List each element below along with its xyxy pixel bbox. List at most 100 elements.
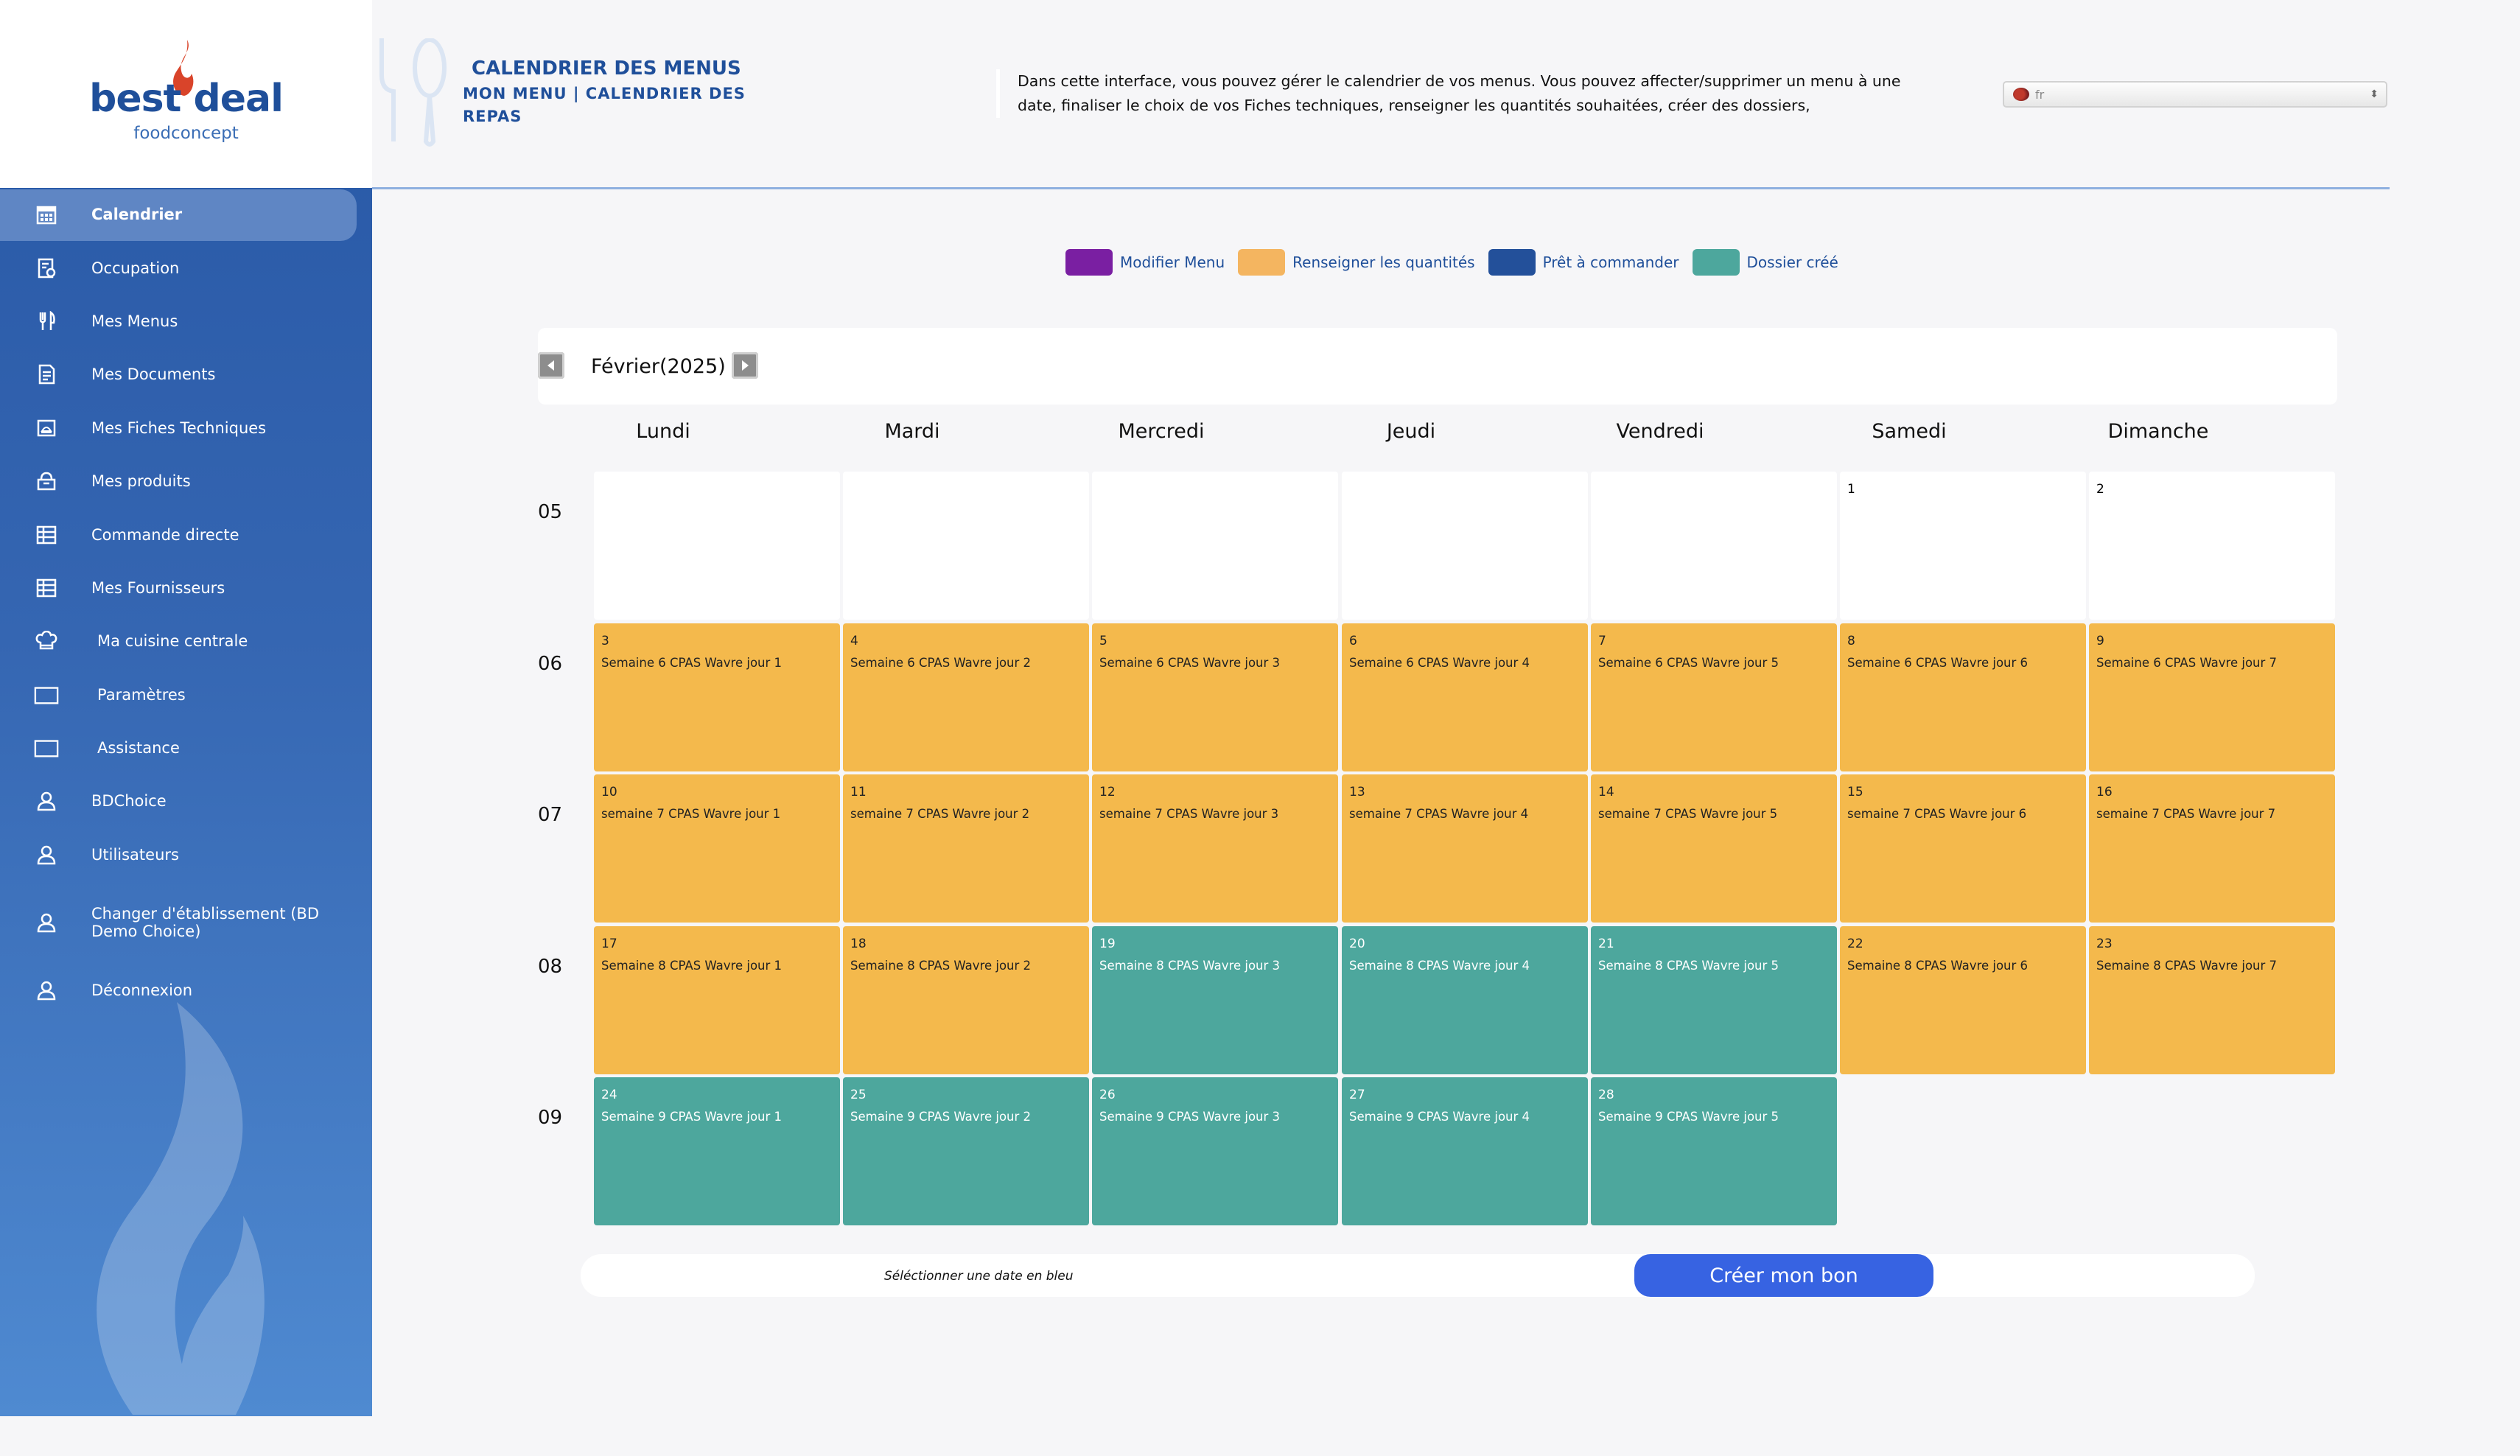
- sidebar-item-mes-fournisseurs[interactable]: Mes Fournisseurs: [0, 561, 372, 615]
- day-menu-label: Semaine 8 CPAS Wavre jour 3: [1099, 958, 1281, 973]
- day-menu-label: Semaine 8 CPAS Wavre jour 6: [1847, 958, 2029, 973]
- calendar-day-cell[interactable]: 4 Semaine 6 CPAS Wavre jour 2: [843, 623, 1089, 771]
- calendar-day-cell[interactable]: [1092, 472, 1338, 620]
- weekday-label: Dimanche: [2107, 420, 2209, 443]
- calendar-day-cell[interactable]: 2: [2089, 472, 2335, 620]
- day-number: 9: [2096, 633, 2104, 648]
- sidebar-item-parametres[interactable]: Paramètres: [0, 668, 372, 721]
- sidebar-item-utilisateurs[interactable]: Utilisateurs: [0, 828, 372, 881]
- calendar-day-cell[interactable]: 10 semaine 7 CPAS Wavre jour 1: [594, 774, 840, 923]
- day-menu-label: semaine 7 CPAS Wavre jour 6: [1847, 807, 2027, 821]
- calendar-day-cell[interactable]: 12 semaine 7 CPAS Wavre jour 3: [1092, 774, 1338, 923]
- calendar-day-cell[interactable]: 5 Semaine 6 CPAS Wavre jour 3: [1092, 623, 1338, 771]
- calendar-day-cell[interactable]: 18 Semaine 8 CPAS Wavre jour 2: [843, 925, 1089, 1074]
- calendar-day-cell[interactable]: 6 Semaine 6 CPAS Wavre jour 4: [1342, 623, 1588, 771]
- day-number: 3: [601, 633, 609, 648]
- cutlery-icon: [34, 309, 59, 334]
- language-select[interactable]: fr ⬍: [2003, 81, 2387, 108]
- page-description: Dans cette interface, vous pouvez gérer …: [996, 69, 1917, 118]
- table-icon: [34, 575, 59, 601]
- calendar-day-cell[interactable]: 23 Semaine 8 CPAS Wavre jour 7: [2089, 925, 2335, 1074]
- recipe-card-icon: [34, 416, 59, 441]
- calendar-day-cell[interactable]: 25 Semaine 9 CPAS Wavre jour 2: [843, 1077, 1089, 1225]
- day-menu-label: Semaine 9 CPAS Wavre jour 1: [601, 1110, 783, 1124]
- calendar-day-cell[interactable]: [1342, 472, 1588, 620]
- window-icon: [34, 682, 59, 707]
- status-legend: Modifier Menu Renseigner les quantités P…: [1065, 249, 1852, 276]
- day-menu-label: semaine 7 CPAS Wavre jour 2: [850, 807, 1030, 821]
- flame-icon: [173, 40, 194, 96]
- week-number: 08: [538, 955, 563, 978]
- calendar-day-cell[interactable]: 14 semaine 7 CPAS Wavre jour 5: [1591, 774, 1837, 923]
- sidebar-item-mes-produits[interactable]: Mes produits: [0, 455, 372, 508]
- day-number: 21: [1598, 936, 1614, 951]
- day-menu-label: Semaine 8 CPAS Wavre jour 1: [601, 958, 783, 973]
- day-menu-label: Semaine 8 CPAS Wavre jour 2: [850, 958, 1032, 973]
- language-value: fr: [2035, 87, 2045, 102]
- day-menu-label: Semaine 8 CPAS Wavre jour 7: [2096, 958, 2278, 973]
- day-number: 18: [850, 936, 867, 951]
- sidebar-item-bdchoice[interactable]: BDChoice: [0, 774, 372, 827]
- day-number: 25: [850, 1088, 867, 1102]
- calendar-day-cell[interactable]: [843, 472, 1089, 620]
- sidebar-menu: Calendrier Occupation Mes Menus Mes Docu…: [0, 188, 372, 1017]
- day-number: 5: [1099, 633, 1107, 648]
- sidebar-item-label: Mes Menus: [91, 312, 178, 330]
- calendar-day-cell[interactable]: 16 semaine 7 CPAS Wavre jour 7: [2089, 774, 2335, 923]
- day-number: 11: [850, 785, 867, 799]
- day-number: 22: [1847, 936, 1863, 951]
- calendar-day-cell[interactable]: 17 Semaine 8 CPAS Wavre jour 1: [594, 925, 840, 1074]
- month-label: Février(2025): [591, 355, 726, 378]
- sidebar-item-assistance[interactable]: Assistance: [0, 721, 372, 774]
- day-number: 15: [1847, 785, 1863, 799]
- calendar-day-cell[interactable]: [594, 472, 840, 620]
- calendar-day-cell[interactable]: 15 semaine 7 CPAS Wavre jour 6: [1840, 774, 2086, 923]
- calendar-day-cell[interactable]: 8 Semaine 6 CPAS Wavre jour 6: [1840, 623, 2086, 771]
- calendar-day-cell[interactable]: [1591, 472, 1837, 620]
- day-number: 2: [2096, 482, 2104, 497]
- sidebar-item-commande-directe[interactable]: Commande directe: [0, 508, 372, 561]
- day-menu-label: Semaine 8 CPAS Wavre jour 4: [1349, 958, 1530, 973]
- sidebar-item-label: Déconnexion: [91, 981, 193, 1000]
- legend-label: Prêt à commander: [1542, 253, 1679, 271]
- sidebar-item-mes-fiches-techniques[interactable]: Mes Fiches Techniques: [0, 402, 372, 455]
- sidebar-item-deconnexion[interactable]: Déconnexion: [0, 964, 372, 1017]
- flag-icon: [2013, 88, 2029, 101]
- calendar-icon: [34, 202, 59, 227]
- sidebar-item-calendrier[interactable]: Calendrier: [0, 188, 372, 242]
- day-number: 12: [1099, 785, 1116, 799]
- calendar-day-cell[interactable]: 7 Semaine 6 CPAS Wavre jour 5: [1591, 623, 1837, 771]
- sidebar-item-label: Mes produits: [91, 472, 191, 491]
- sidebar-item-mes-documents[interactable]: Mes Documents: [0, 348, 372, 401]
- sidebar-item-mes-menus[interactable]: Mes Menus: [0, 295, 372, 348]
- calendar-day-cell[interactable]: 3 Semaine 6 CPAS Wavre jour 1: [594, 623, 840, 771]
- day-number: 24: [601, 1088, 617, 1102]
- calendar-day-cell[interactable]: 1: [1840, 472, 2086, 620]
- day-number: 17: [601, 936, 617, 951]
- prev-month-button[interactable]: [538, 352, 564, 379]
- calendar-day-cell[interactable]: 11 semaine 7 CPAS Wavre jour 2: [843, 774, 1089, 923]
- legend-swatch: [1488, 249, 1536, 276]
- calendar-day-cell[interactable]: 20 Semaine 8 CPAS Wavre jour 4: [1342, 925, 1588, 1074]
- calendar-day-cell[interactable]: 22 Semaine 8 CPAS Wavre jour 6: [1840, 925, 2086, 1074]
- sidebar-item-occupation[interactable]: Occupation: [0, 241, 372, 294]
- logo[interactable]: best deal foodconcept: [0, 0, 372, 188]
- day-menu-label: Semaine 9 CPAS Wavre jour 4: [1349, 1110, 1530, 1124]
- day-number: 23: [2096, 936, 2113, 951]
- sidebar-item-changer-etablissement[interactable]: Changer d'établissement (BD Demo Choice): [0, 881, 372, 964]
- calendar-day-cell[interactable]: 28 Semaine 9 CPAS Wavre jour 5: [1591, 1077, 1837, 1225]
- calendar-day-cell[interactable]: 19 Semaine 8 CPAS Wavre jour 3: [1092, 925, 1338, 1074]
- weekday-label: Mardi: [884, 420, 940, 443]
- create-order-button[interactable]: Créer mon bon: [1634, 1254, 1933, 1297]
- next-month-button[interactable]: [732, 352, 758, 379]
- calendar-day-cell[interactable]: 27 Semaine 9 CPAS Wavre jour 4: [1342, 1077, 1588, 1225]
- calendar-day-cell[interactable]: 13 semaine 7 CPAS Wavre jour 4: [1342, 774, 1588, 923]
- week-number: 05: [538, 501, 563, 523]
- calendar-day-cell[interactable]: 21 Semaine 8 CPAS Wavre jour 5: [1591, 925, 1837, 1074]
- sidebar-item-label: Mes Fournisseurs: [91, 578, 225, 597]
- window-icon: [34, 735, 59, 760]
- calendar-day-cell[interactable]: 26 Semaine 9 CPAS Wavre jour 3: [1092, 1077, 1338, 1225]
- sidebar-item-ma-cuisine-centrale[interactable]: Ma cuisine centrale: [0, 615, 372, 668]
- calendar-day-cell[interactable]: 24 Semaine 9 CPAS Wavre jour 1: [594, 1077, 840, 1225]
- calendar-day-cell[interactable]: 9 Semaine 6 CPAS Wavre jour 7: [2089, 623, 2335, 771]
